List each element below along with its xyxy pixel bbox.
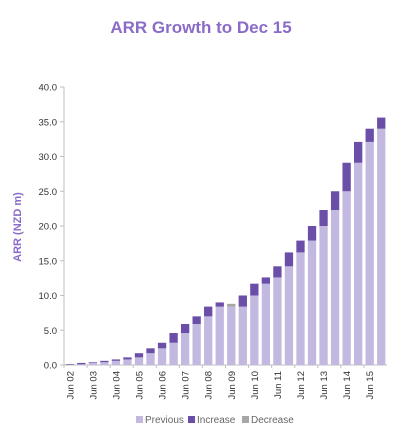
x-tick-label: Jun 10 — [250, 371, 261, 400]
bar-previous — [354, 162, 363, 365]
bar-previous — [192, 324, 201, 365]
bar-previous — [342, 191, 351, 365]
bar-increase — [111, 359, 121, 361]
bar-increase — [77, 362, 86, 365]
x-tick-label: Jun 14 — [342, 371, 353, 400]
legend-swatch-previous — [136, 416, 143, 423]
bar-increase — [204, 306, 213, 317]
bar-previous — [180, 333, 190, 365]
bar-increase — [307, 226, 317, 241]
y-axis-label: ARR (NZD m) — [12, 192, 24, 262]
y-tick-label: 30.0 — [39, 152, 58, 163]
y-tick-label: 0.0 — [44, 361, 57, 372]
bar-increase — [284, 252, 294, 267]
bar-decrease — [227, 303, 236, 307]
plot-area: 0.0 5.0 10.0 15.0 20.0 25.0 30.0 35.0 40.0 Jun 02… — [39, 83, 387, 400]
bar-previous — [250, 295, 259, 365]
legend-label-decrease: Decrease — [251, 415, 294, 426]
x-tick-label: Jun 15 — [365, 371, 376, 400]
x-tick-label: Jun 06 — [158, 371, 169, 400]
bar-previous — [227, 306, 236, 365]
bar-increase — [319, 210, 328, 226]
y-tick-label: 35.0 — [39, 117, 58, 128]
bar-increase — [342, 162, 351, 192]
bar-previous — [204, 316, 213, 365]
bar-increase — [123, 357, 132, 360]
bar-previous — [169, 342, 178, 365]
bar-previous — [88, 362, 97, 365]
y-tick-label: 25.0 — [39, 187, 58, 198]
bar-increase — [273, 266, 282, 278]
bar-increase — [261, 277, 271, 284]
bar-increase — [192, 316, 201, 324]
y-tick-label: 15.0 — [39, 256, 58, 267]
x-tick-label: Jun 05 — [134, 371, 145, 400]
x-tick-label: Jun 02 — [65, 371, 76, 400]
bar-increase — [180, 324, 190, 334]
legend-label-increase: Increase — [197, 415, 236, 426]
bar-increase — [65, 364, 74, 365]
chart-title: ARR Growth to Dec 15 — [110, 18, 291, 37]
x-tick-label: Jun 07 — [181, 371, 192, 400]
bar-previous — [365, 141, 374, 365]
y-tick-label: 20.0 — [39, 222, 58, 233]
bar-previous — [157, 348, 167, 365]
x-tick-label: Jun 03 — [88, 371, 99, 400]
bar-previous — [377, 128, 386, 365]
bar-increase — [354, 141, 363, 163]
x-tick-label: Jun 11 — [273, 371, 284, 399]
x-tick-label: Jun 09 — [227, 371, 238, 400]
bar-increase — [238, 295, 247, 307]
bar-previous — [146, 353, 155, 365]
bar-increase — [365, 128, 374, 142]
legend-swatch-decrease — [242, 416, 249, 423]
y-tick-label: 5.0 — [44, 326, 57, 337]
bar-previous — [261, 283, 271, 365]
bar-previous — [111, 360, 121, 365]
bar-increase — [88, 362, 97, 363]
bar-previous — [134, 357, 144, 365]
y-tick-label: 10.0 — [39, 291, 58, 302]
bar-increase — [157, 342, 167, 349]
x-tick-label: Jun 13 — [319, 371, 330, 400]
bar-previous — [319, 226, 328, 365]
bar-previous — [330, 210, 340, 365]
bar-previous — [284, 266, 294, 365]
legend-swatch-increase — [188, 416, 195, 423]
bar-increase — [250, 283, 259, 296]
bar-increase — [330, 191, 340, 211]
bar-increase — [215, 302, 224, 307]
bar-increase — [296, 240, 305, 253]
x-tick-label: Jun 12 — [296, 371, 307, 400]
bar-previous — [307, 240, 317, 365]
bar-previous — [238, 306, 247, 365]
bar-previous — [273, 277, 282, 365]
bar-increase — [377, 117, 386, 129]
bar-increase — [146, 348, 155, 354]
bar-previous — [215, 306, 224, 365]
bar-increase — [169, 333, 178, 343]
bar-increase — [134, 353, 144, 358]
legend-label-previous: Previous — [145, 415, 184, 426]
bar-previous — [77, 364, 86, 365]
legend: Previous Increase Decrease — [136, 415, 294, 426]
bar-previous — [123, 359, 132, 365]
x-tick-label: Jun 04 — [111, 371, 122, 400]
bar-previous — [100, 362, 109, 365]
bar-increase — [100, 360, 109, 363]
y-tick-label: 40.0 — [39, 83, 58, 94]
bar-previous — [296, 252, 305, 365]
x-tick-label: Jun 08 — [204, 371, 215, 400]
